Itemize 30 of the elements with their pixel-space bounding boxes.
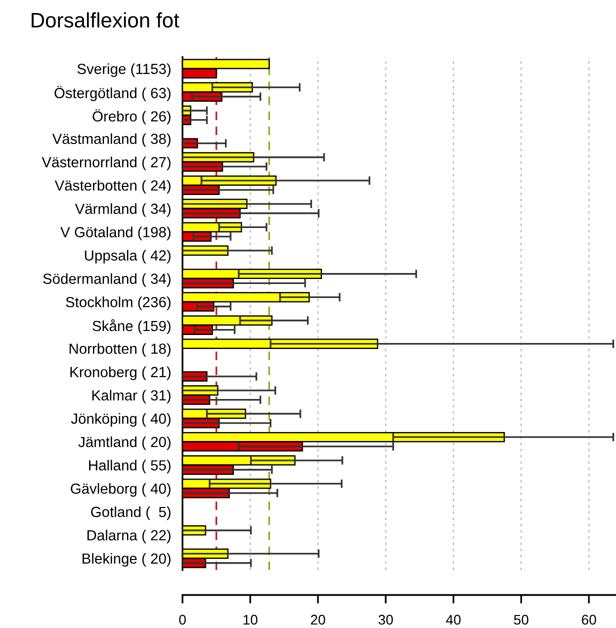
y-tick-label: Uppsala ( 42) xyxy=(84,250,170,264)
x-tick-label: 50 xyxy=(514,614,528,625)
x-tick-label: 30 xyxy=(378,614,393,625)
y-tick-label: Skåne (159) xyxy=(92,319,170,334)
y-tick-label: Västernorrland ( 27) xyxy=(42,156,170,170)
y-tick-label: Jämtland ( 20) xyxy=(78,436,170,450)
y-tick-label: Kalmar ( 31) xyxy=(92,390,170,404)
y-tick-label: Värmland ( 34) xyxy=(75,203,170,217)
y-tick-label: Gotland ( 5) xyxy=(91,506,170,520)
y-tick-label: Dalarna ( 22) xyxy=(87,530,170,544)
y-tick-label: Jönköping ( 40) xyxy=(71,413,170,427)
y-tick-label: Västmanland ( 38) xyxy=(52,133,170,147)
y-tick-label: Örebro ( 26) xyxy=(92,109,170,124)
y-tick-label: Östergötland ( 63) xyxy=(54,86,170,102)
x-tick-label: 40 xyxy=(446,614,461,625)
y-tick-label: Södermanland ( 34) xyxy=(43,273,170,287)
y-tick-label: Västerbotten ( 24) xyxy=(54,180,170,194)
y-tick-label: Gävleborg ( 40) xyxy=(70,483,170,497)
y-tick-label: Halland ( 55) xyxy=(89,460,170,474)
x-tick-label: 10 xyxy=(244,614,258,625)
x-tick-label: 0 xyxy=(179,614,186,625)
y-tick-label: Kronoberg ( 21) xyxy=(70,366,170,380)
y-tick-label: Stockholm (236) xyxy=(66,296,170,310)
y-tick-label: Norrbotten ( 18) xyxy=(70,343,170,357)
y-tick-label: Sverige (1153) xyxy=(77,63,170,77)
y-tick-label: Blekinge ( 20) xyxy=(82,553,170,567)
x-tick-label: 60 xyxy=(582,614,596,625)
chart-title: Dorsalflexion fot xyxy=(32,12,180,28)
x-tick-label: 20 xyxy=(310,614,326,625)
y-tick-label: V Götaland (198) xyxy=(60,226,170,240)
